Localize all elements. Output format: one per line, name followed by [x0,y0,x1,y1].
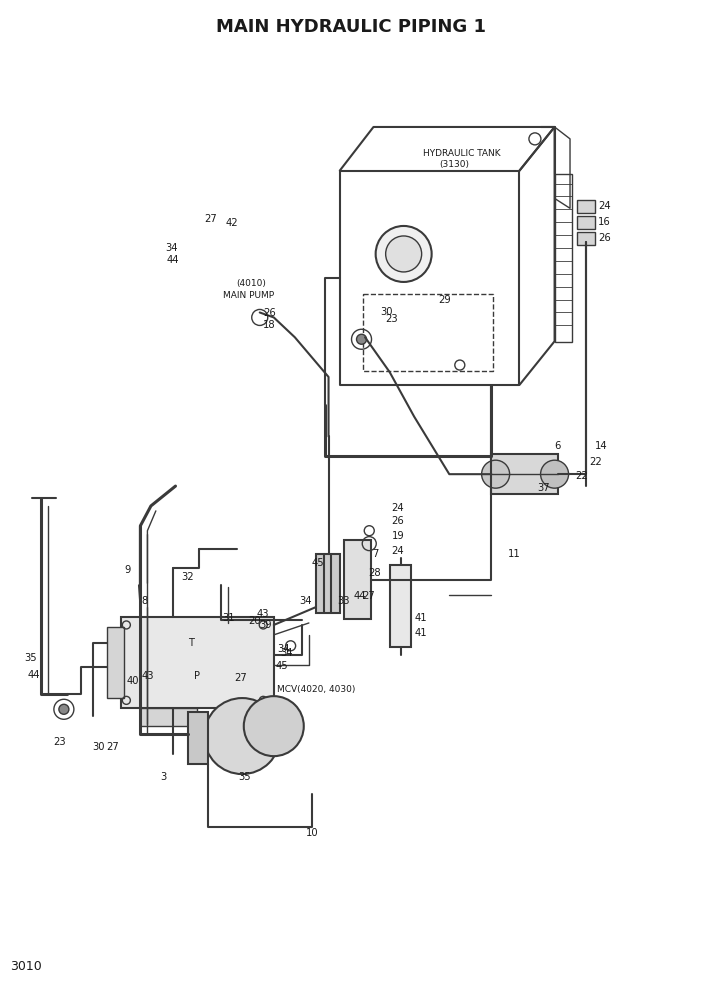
Text: 34: 34 [277,644,290,654]
Text: 23: 23 [53,737,66,747]
Text: 44: 44 [27,670,40,680]
Text: 33: 33 [337,596,350,606]
Text: P: P [194,671,201,681]
Text: 37: 37 [538,483,550,493]
Text: 26: 26 [598,233,611,243]
Text: 9: 9 [124,565,131,575]
Text: 43: 43 [257,609,270,619]
Bar [555,174,572,342]
Text: 18: 18 [263,320,276,330]
Text: 41: 41 [414,613,427,623]
Text: 23: 23 [385,314,398,324]
Circle shape [541,460,569,488]
Text: 16: 16 [598,217,611,227]
Text: 27: 27 [204,214,217,224]
Text: 3: 3 [160,772,166,782]
Bar [316,554,340,613]
Text: 30: 30 [92,742,105,752]
Text: (3130): (3130) [439,160,469,170]
Bar [363,294,493,371]
Circle shape [385,236,422,272]
Bar [344,540,371,619]
Text: 44: 44 [166,255,179,265]
Text: 7: 7 [372,549,378,558]
Text: 44: 44 [354,591,366,601]
Text: 6: 6 [555,441,561,451]
Text: 14: 14 [595,441,608,451]
Text: 22: 22 [590,457,602,467]
Text: 43: 43 [141,671,154,681]
Text: 29: 29 [438,295,451,305]
Text: 10: 10 [305,828,318,838]
Text: 27: 27 [234,673,247,682]
Bar [107,627,124,698]
Text: 42: 42 [226,218,239,228]
Text: 8: 8 [141,596,147,606]
Text: 24: 24 [598,201,611,211]
Text: 34: 34 [299,596,312,606]
Bar [140,708,197,726]
Text: 11: 11 [508,549,521,558]
Circle shape [482,460,510,488]
Text: 31: 31 [222,613,234,623]
Text: 35: 35 [238,772,251,782]
Text: HYDRAULIC TANK: HYDRAULIC TANK [423,149,501,159]
Bar [121,617,274,708]
Circle shape [244,696,304,756]
Bar [491,454,558,494]
Bar [577,232,595,245]
Text: 26: 26 [392,516,404,526]
Circle shape [59,704,69,714]
Text: (4010): (4010) [236,279,266,289]
Text: T: T [188,638,194,648]
Bar [577,200,595,213]
Text: 41: 41 [414,628,427,638]
Text: 22: 22 [576,471,588,481]
Circle shape [357,334,366,344]
Text: 45: 45 [312,558,324,568]
Text: 27: 27 [362,591,375,601]
Text: 19: 19 [392,531,404,541]
Text: 45: 45 [276,661,289,671]
Text: MAIN HYDRAULIC PIPING 1: MAIN HYDRAULIC PIPING 1 [216,18,486,36]
Text: 26: 26 [263,309,276,318]
Bar [390,565,411,647]
Text: 24: 24 [392,546,404,556]
Text: 34: 34 [280,648,293,658]
Circle shape [204,698,280,774]
Bar [188,712,208,764]
Text: 34: 34 [166,243,178,253]
Text: 20: 20 [248,616,260,626]
Text: 24: 24 [392,503,404,513]
Text: MCV(4020, 4030): MCV(4020, 4030) [277,684,356,694]
Bar [577,216,595,229]
Text: 28: 28 [368,568,380,578]
Text: 32: 32 [181,572,194,582]
Text: MAIN PUMP: MAIN PUMP [223,291,274,301]
Text: 30: 30 [380,308,393,317]
Text: 27: 27 [107,742,119,752]
Text: 39: 39 [260,620,272,630]
Text: 40: 40 [126,676,139,685]
Text: 35: 35 [25,653,37,663]
Text: 3010: 3010 [10,959,41,973]
Circle shape [376,226,432,282]
